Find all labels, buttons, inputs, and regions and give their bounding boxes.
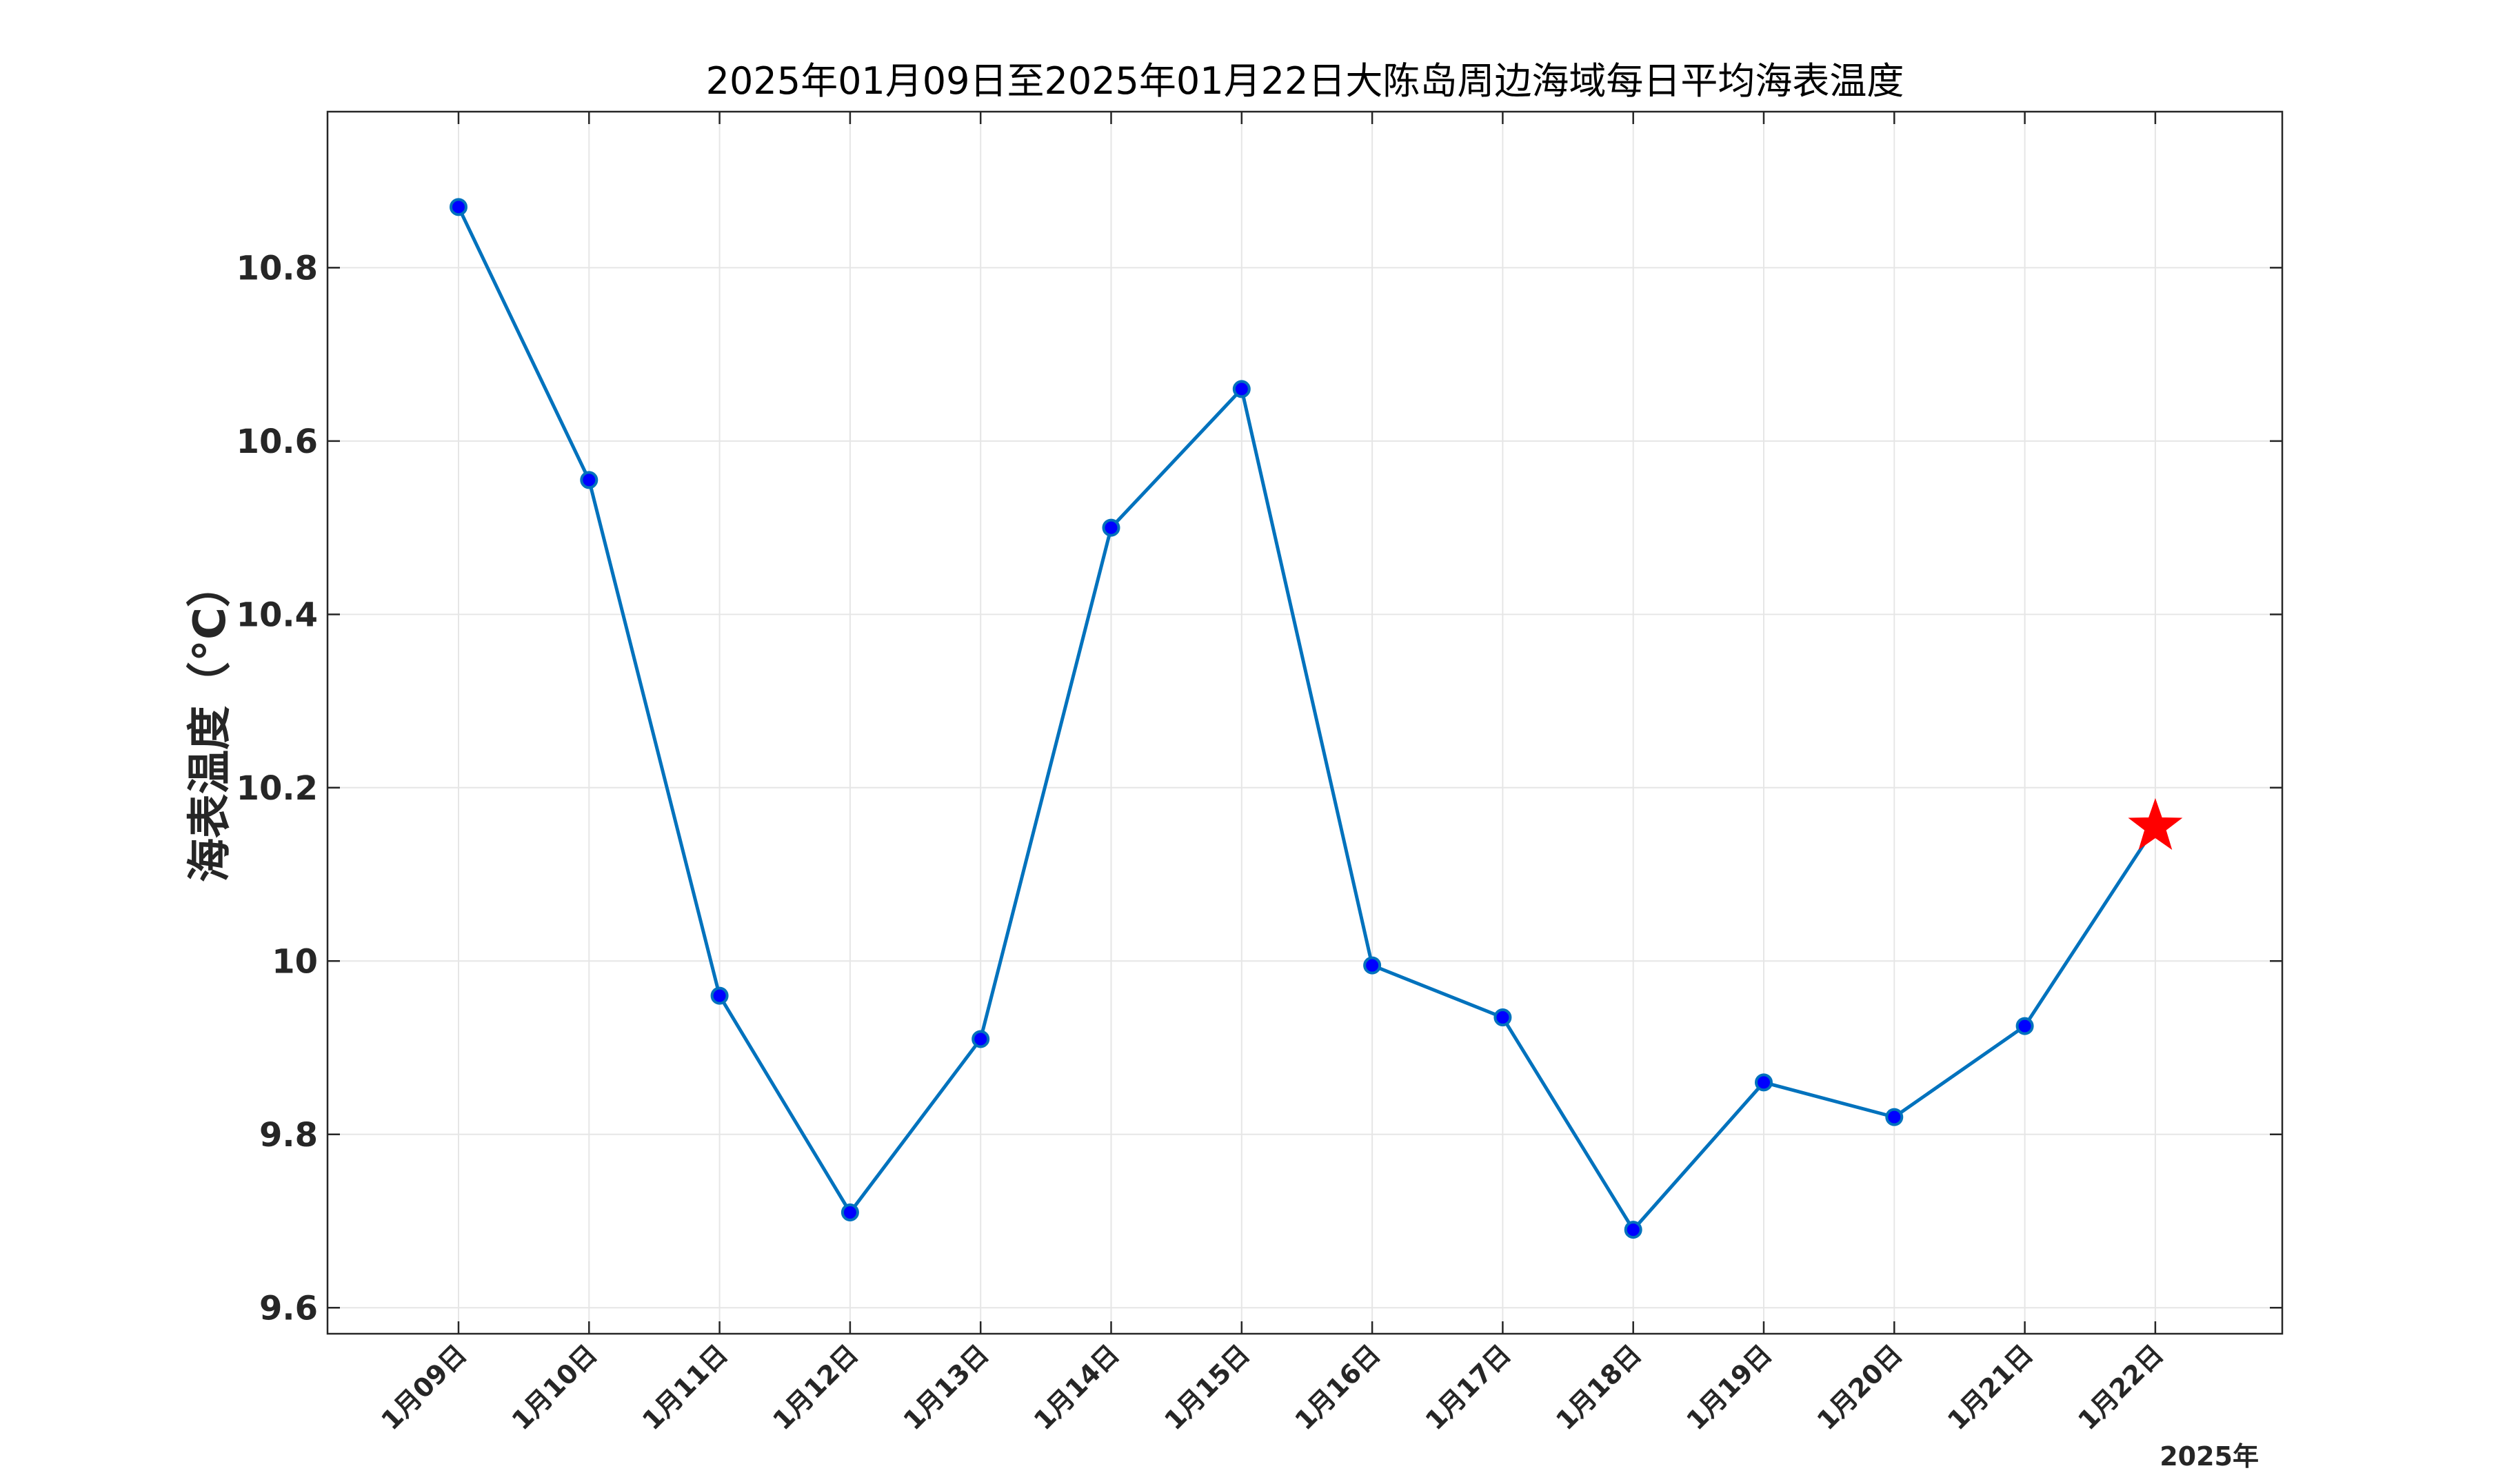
axis-ticks (328, 112, 2282, 1334)
data-point (1624, 1221, 1642, 1239)
data-point (1755, 1073, 1773, 1092)
data-point (2015, 1017, 2034, 1035)
data-point (1102, 518, 1120, 537)
data-point (710, 986, 729, 1005)
data-point (1363, 956, 1382, 975)
series-layer (450, 198, 2183, 1239)
y-axis-label: 海表温度（°C） (185, 563, 236, 882)
data-point (972, 1030, 990, 1048)
data-point (580, 471, 598, 489)
chart-title: 2025年01月09日至2025年01月22日大陈岛周边海域每日平均海表温度 (706, 59, 1904, 103)
plot-area-frame (326, 110, 2284, 1335)
y-tick-label: 10 (272, 942, 318, 981)
data-point (450, 198, 467, 216)
data-point (1885, 1108, 1904, 1126)
y-tick-label: 10.8 (236, 249, 318, 287)
y-tick-label: 10.6 (236, 423, 318, 461)
y-tick-label: 10.4 (236, 596, 318, 634)
y-tick-label: 9.6 (259, 1289, 318, 1328)
data-point (1493, 1008, 1512, 1027)
grid-lines (328, 112, 2282, 1334)
series-line (456, 206, 2157, 1232)
x-axis-year-label: 2025年 (2160, 1441, 2259, 1472)
y-tick-label: 10.2 (236, 769, 318, 808)
y-tick-labels: 9.6 9.8 10 10.2 10.4 10.6 10.8 (236, 249, 318, 1328)
data-point (1232, 380, 1251, 398)
data-point-star (2128, 797, 2183, 851)
data-point (841, 1203, 859, 1221)
y-tick-label: 9.8 (259, 1116, 318, 1155)
